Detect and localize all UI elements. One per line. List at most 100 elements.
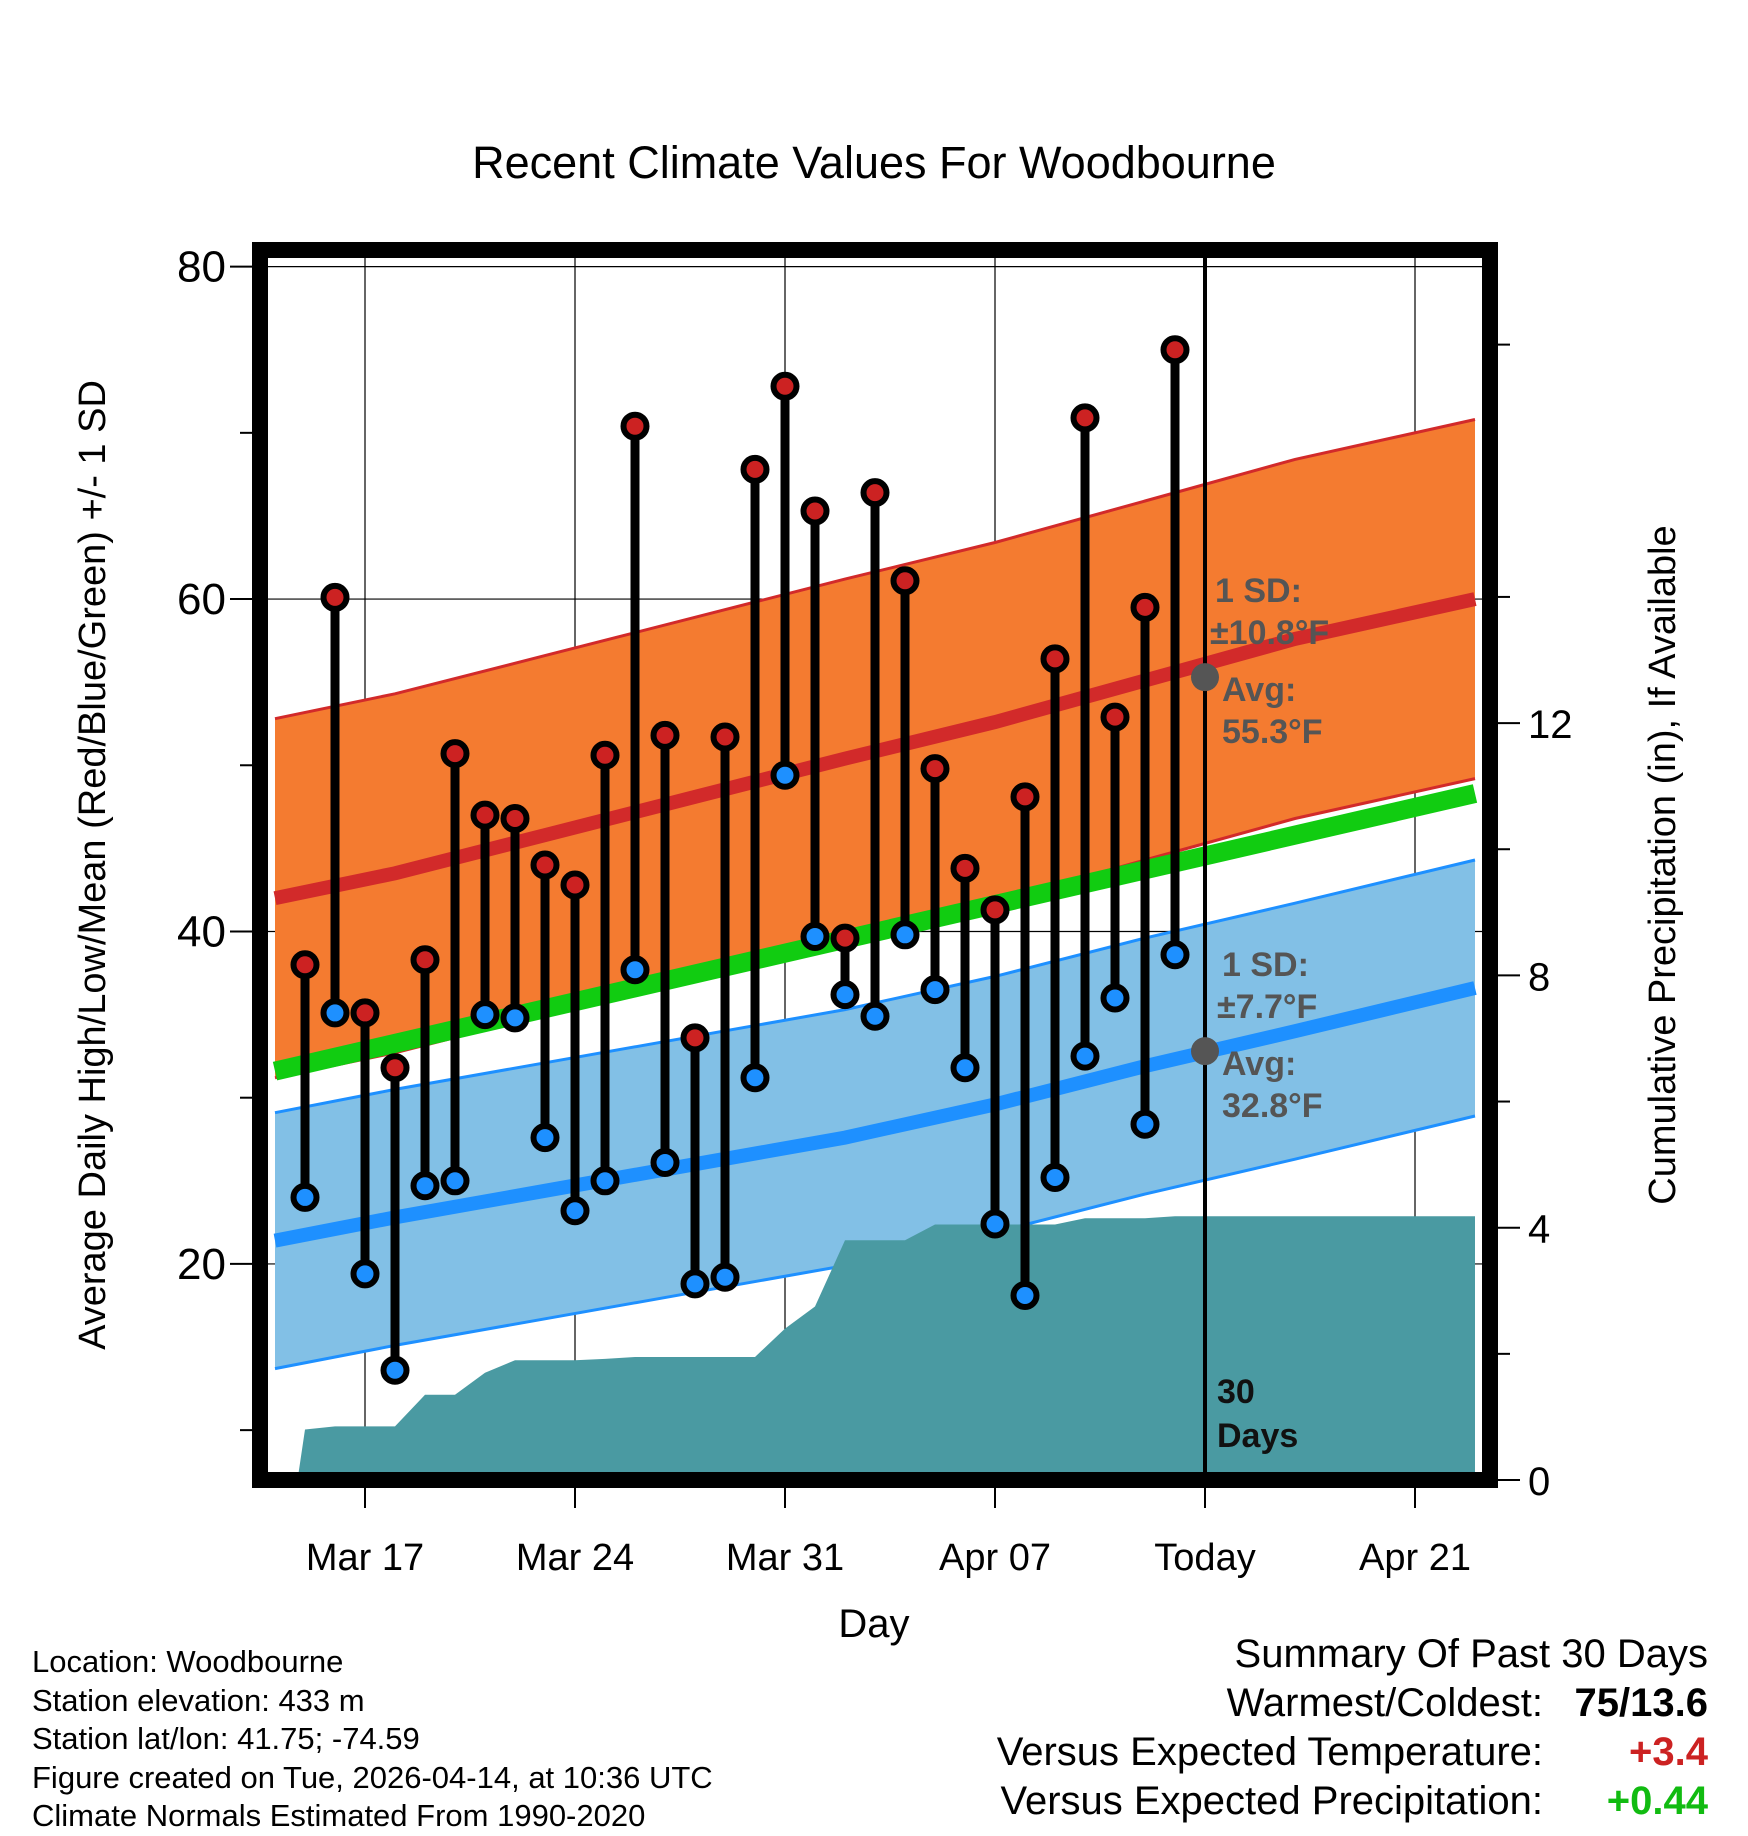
low-temp-point [860,1001,890,1031]
temp-value: +3.4 [1629,1730,1708,1774]
low-temp-point [710,1262,740,1292]
low-temp-point [920,975,950,1005]
high-temp-point [530,850,560,880]
x-axis-label: Day [838,1602,909,1646]
summary-row-temp: Versus Expected Temperature: +3.4 [808,1728,1708,1777]
high-temp-point [770,371,800,401]
normals-text: Climate Normals Estimated From 1990-2020 [32,1798,646,1833]
low-temp-point [830,980,860,1010]
high-temp-point [560,870,590,900]
low-temp-point [470,1000,500,1030]
high-temp-point [1100,702,1130,732]
low-sd-value: ±7.7°F [1217,988,1317,1026]
high-temp-point [1010,782,1040,812]
low-temp-point [740,1063,770,1093]
y2-axis-label: Cumulative Precipitation (in), If Availa… [1642,525,1684,1204]
low-temp-point [530,1123,560,1153]
high-temp-point [350,998,380,1028]
high-temp-point [830,923,860,953]
high-temp-point [320,582,350,612]
x-tick-label: Today [1154,1537,1255,1579]
low-temp-point [440,1166,470,1196]
high-temp-point [590,740,620,770]
latlon-text: Station lat/lon: 41.75; -74.59 [32,1721,420,1756]
normal-low-sd-band [275,860,1475,1369]
high-temp-point [980,895,1010,925]
normal-high-sd-upper-edge [274,418,1476,721]
high-sd-label: 1 SD: [1215,572,1302,610]
normal-low-mean-line [273,981,1477,1248]
low-temp-point [1040,1162,1070,1192]
low-temp-point [500,1003,530,1033]
low-sd-label: 1 SD: [1222,946,1309,984]
plot-frame [252,242,1498,1488]
x-tick-label: Mar 17 [306,1537,424,1579]
low-avg-label: Avg: [1222,1045,1296,1083]
low-temp-point [1160,940,1190,970]
low-temp-point [620,955,650,985]
precip-value: +0.44 [1606,1779,1708,1823]
warm-cold-label: Warmest/Coldest: [1226,1681,1543,1725]
high-temp-point [500,803,530,833]
normal-low-sd-upper-edge [274,858,1476,1115]
low-avg-value: 32.8°F [1222,1087,1323,1125]
low-temp-point [560,1196,590,1226]
high-temp-point [890,566,920,596]
y-tick-label: 40 [177,907,226,956]
overlay-layer: 20 40 60 80 0 4 8 12 Mar 17 Mar 24 Mar 31 Apr 07 Tod… [177,242,1573,1579]
high-temp-point [650,720,680,750]
high-avg-marker [1191,663,1219,692]
x-tick-label: Apr 21 [1359,1537,1471,1579]
y-axis-label: Average Daily High/Low/Mean (Red/Blue/Gr… [72,380,114,1350]
low-temp-point [650,1148,680,1178]
x-tick-label: Mar 24 [516,1537,634,1579]
warm-cold-value: 75/13.6 [1574,1681,1708,1725]
high-avg-label: Avg: [1222,671,1296,709]
low-temp-point [950,1053,980,1083]
high-temp-point [680,1023,710,1053]
created-text: Figure created on Tue, 2026-04-14, at 10… [32,1759,713,1795]
y-tick-label: 80 [177,243,226,292]
days-count-label: 30 [1217,1373,1255,1411]
summary-panel: Summary Of Past 30 Days Warmest/Coldest:… [808,1630,1708,1826]
precip-label: Versus Expected Precipitation: [1000,1779,1543,1823]
low-temp-point [980,1209,1010,1239]
precip-area [275,1216,1475,1480]
low-temp-point [1070,1041,1100,1071]
low-temp-point [290,1182,320,1212]
low-temp-point [1100,983,1130,1013]
elevation-text: Station elevation: 433 m [32,1682,365,1718]
low-temp-point [770,760,800,790]
station-info: Location: Woodbourne Station elevation: … [32,1643,713,1836]
y2-tick-label: 4 [1528,1208,1550,1252]
y2-tick-label: 0 [1528,1460,1550,1504]
y2-tick-label: 12 [1528,703,1573,747]
low-temp-point [320,998,350,1028]
high-temp-point [740,454,770,484]
summary-title: Summary Of Past 30 Days [1234,1632,1708,1676]
low-temp-point [680,1269,710,1299]
high-temp-point [290,950,320,980]
high-temp-point [1070,403,1100,433]
high-avg-value: 55.3°F [1222,713,1323,751]
plot-layer: 1 SD: ±10.8°F Avg: 55.3°F 1 SD: ±7.7°F Avg: 32.… [260,250,1490,1480]
low-temp-point [380,1355,410,1385]
y-tick-label: 20 [177,1240,226,1289]
high-temp-point [1040,644,1070,674]
low-temp-point [410,1171,440,1201]
y-tick-label: 60 [177,575,226,624]
summary-row-precip: Versus Expected Precipitation: +0.44 [808,1777,1708,1826]
low-temp-point [800,921,830,951]
high-temp-point [860,478,890,508]
high-temp-point [1130,592,1160,622]
y2-tick-label: 8 [1528,955,1550,999]
x-tick-label: Apr 07 [939,1537,1051,1579]
low-temp-point [1130,1109,1160,1139]
high-temp-point [920,754,950,784]
days-word-label: Days [1217,1417,1298,1455]
summary-row-warm-cold: Warmest/Coldest: 75/13.6 [808,1679,1708,1728]
low-temp-point [590,1166,620,1196]
high-temp-point [440,739,470,769]
temp-label: Versus Expected Temperature: [996,1730,1543,1774]
